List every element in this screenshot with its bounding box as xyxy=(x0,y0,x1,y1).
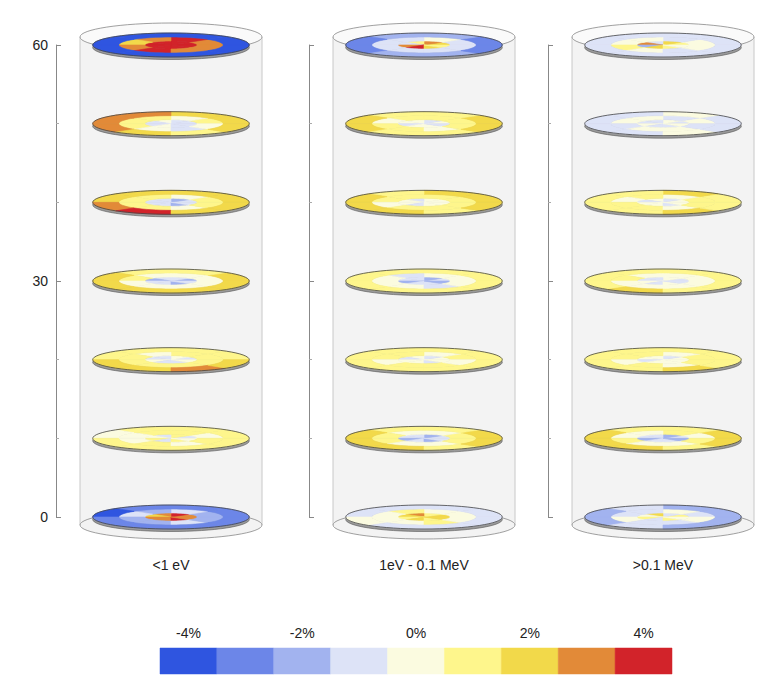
svg-text:0%: 0% xyxy=(406,625,426,641)
svg-text:60: 60 xyxy=(32,37,48,53)
svg-text:-4%: -4% xyxy=(176,625,201,641)
svg-text:0: 0 xyxy=(40,509,48,525)
svg-text:<1 eV: <1 eV xyxy=(153,557,191,573)
svg-text:-2%: -2% xyxy=(290,625,315,641)
svg-text:4%: 4% xyxy=(633,625,653,641)
svg-text:30: 30 xyxy=(32,273,48,289)
svg-text:1eV - 0.1 MeV: 1eV - 0.1 MeV xyxy=(379,557,469,573)
svg-text:>0.1 MeV: >0.1 MeV xyxy=(633,557,694,573)
svg-text:2%: 2% xyxy=(520,625,540,641)
